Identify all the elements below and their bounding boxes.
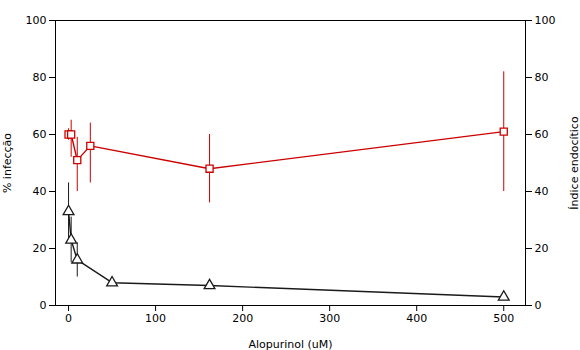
svg-text:40: 40 <box>33 185 47 198</box>
svg-text:100: 100 <box>145 312 166 325</box>
svg-text:80: 80 <box>535 71 549 84</box>
svg-text:0: 0 <box>535 299 542 312</box>
svg-text:40: 40 <box>535 185 549 198</box>
svg-text:500: 500 <box>493 312 514 325</box>
svg-text:% infecção: % infecção <box>1 133 14 193</box>
svg-text:Alopurinol (uM): Alopurinol (uM) <box>248 338 332 350</box>
svg-text:20: 20 <box>33 242 47 255</box>
svg-text:80: 80 <box>33 71 47 84</box>
svg-text:300: 300 <box>319 312 340 325</box>
svg-text:0: 0 <box>65 312 72 325</box>
svg-text:400: 400 <box>406 312 427 325</box>
svg-text:20: 20 <box>535 242 549 255</box>
svg-text:Índice endocítico: Índice endocítico <box>568 116 580 210</box>
svg-text:100: 100 <box>26 14 47 27</box>
svg-text:100: 100 <box>535 14 556 27</box>
svg-text:0: 0 <box>40 299 47 312</box>
svg-text:60: 60 <box>33 128 47 141</box>
svg-text:60: 60 <box>535 128 549 141</box>
svg-text:200: 200 <box>232 312 253 325</box>
